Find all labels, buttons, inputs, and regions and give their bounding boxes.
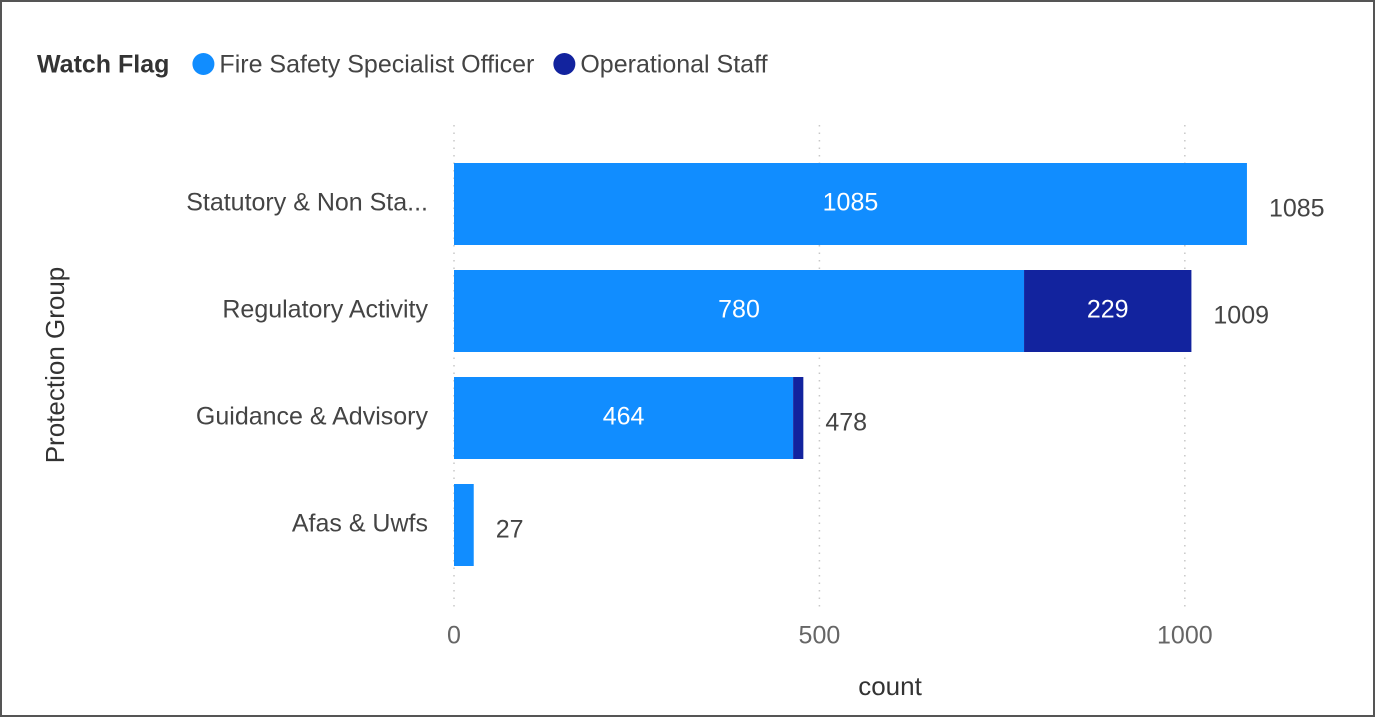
legend-marker xyxy=(553,53,576,75)
total-label: 1085 xyxy=(1269,195,1325,223)
x-axis-title: count xyxy=(858,671,922,701)
x-tick-label: 500 xyxy=(799,622,841,650)
x-tick-label: 0 xyxy=(447,622,461,650)
total-label: 27 xyxy=(496,516,524,544)
legend-marker xyxy=(192,53,215,75)
data-label: 229 xyxy=(1087,296,1129,324)
bar-segment xyxy=(454,270,1025,352)
bar-segment xyxy=(454,484,474,566)
x-tick-label: 1000 xyxy=(1157,622,1213,650)
y-tick-label: Guidance & Advisory xyxy=(196,403,429,431)
bar-segment xyxy=(1024,270,1192,352)
legend-label: Fire Safety Specialist Officer xyxy=(219,51,534,79)
legend-label: Operational Staff xyxy=(580,51,767,79)
data-label: 780 xyxy=(718,296,760,324)
y-tick-label: Afas & Uwfs xyxy=(292,510,428,538)
y-tick-label: Statutory & Non Sta... xyxy=(186,189,428,217)
y-tick-label: Regulatory Activity xyxy=(222,296,428,324)
data-label: 1085 xyxy=(823,189,879,217)
bar-segment xyxy=(793,377,804,459)
total-label: 478 xyxy=(825,409,867,437)
y-axis-title: Protection Group xyxy=(40,267,70,464)
bar-segment xyxy=(454,377,794,459)
total-label: 1009 xyxy=(1213,302,1269,330)
data-label: 464 xyxy=(603,403,645,431)
bar-segment xyxy=(454,163,1247,245)
legend-title: Watch Flag xyxy=(37,51,169,79)
